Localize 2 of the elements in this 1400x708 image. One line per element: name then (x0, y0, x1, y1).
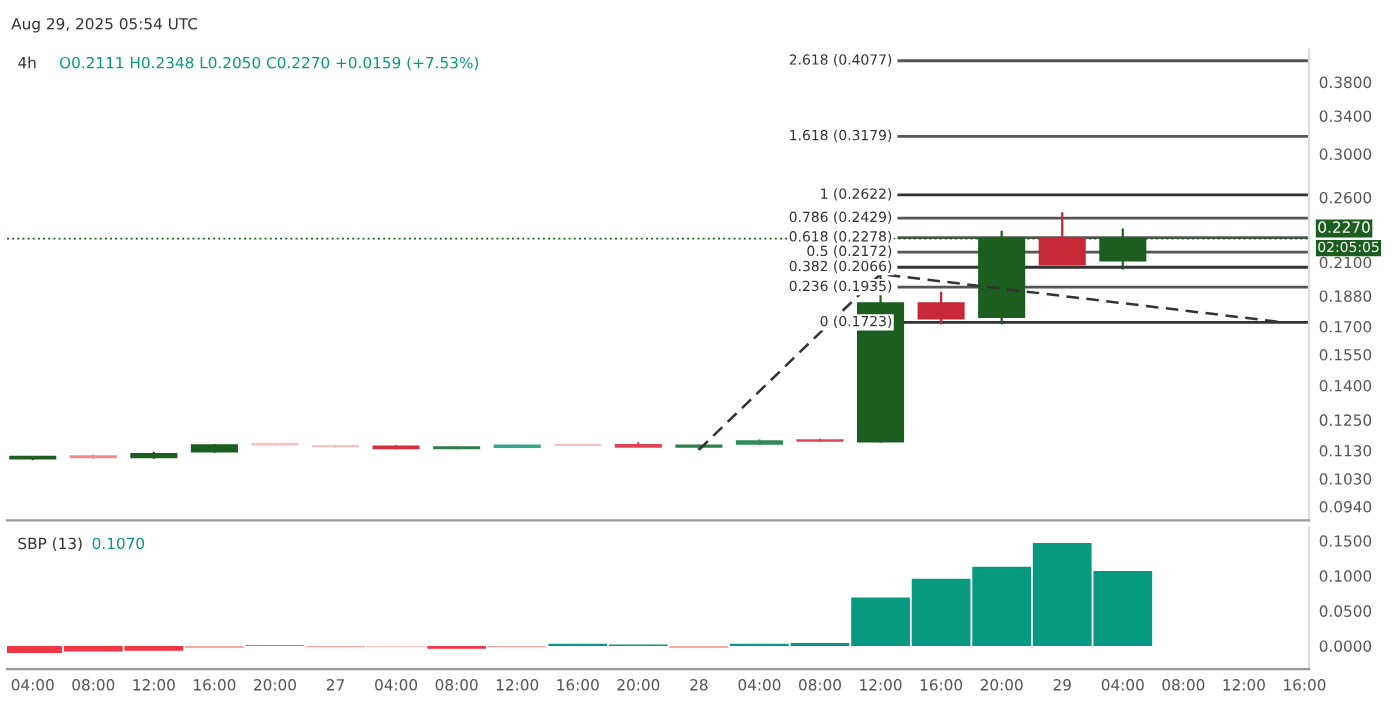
candlestick (917, 290, 965, 326)
candlestick (1038, 211, 1086, 267)
